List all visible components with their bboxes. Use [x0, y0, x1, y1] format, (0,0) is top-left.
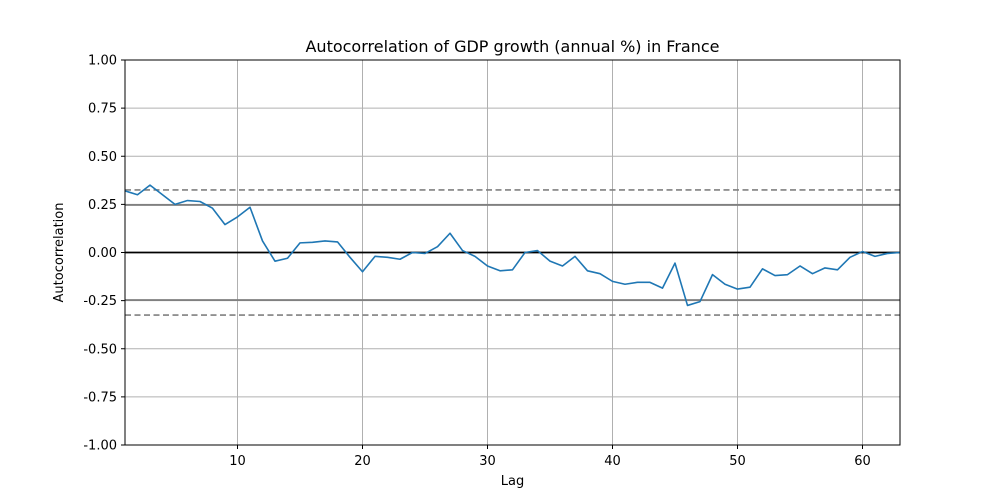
y-tick-label: 0.25 [88, 198, 117, 213]
x-tick-label: 60 [854, 454, 871, 469]
x-axis-label: Lag [501, 474, 524, 489]
x-tick-label: 10 [229, 454, 246, 469]
x-tick-label: 30 [479, 454, 496, 469]
x-tick-label: 50 [729, 454, 746, 469]
reference-lines [125, 189, 900, 316]
x-tick-label: 40 [604, 454, 621, 469]
y-tick-label: 1.00 [88, 54, 117, 69]
y-tick-label: -0.50 [83, 342, 117, 357]
y-tick-label: 0.00 [88, 246, 117, 261]
y-tick-label: -0.75 [83, 390, 117, 405]
autocorrelation-line [124, 184, 901, 307]
y-tick-label: 0.50 [88, 150, 117, 165]
y-axis: -1.00 -0.75 -0.50 -0.25 0.00 0.25 0.50 0.75 1.00 [83, 54, 125, 454]
y-axis-label: Autocorrelation [52, 203, 67, 303]
y-tick-label: -1.00 [83, 439, 117, 454]
chart-title: Autocorrelation of GDP growth (annual %)… [305, 37, 719, 56]
series-group [124, 184, 901, 307]
x-tick-label: 20 [354, 454, 371, 469]
y-tick-label: 0.75 [88, 102, 117, 117]
y-tick-label: -0.25 [83, 294, 117, 309]
x-axis: 10 20 30 40 50 60 [229, 445, 871, 469]
